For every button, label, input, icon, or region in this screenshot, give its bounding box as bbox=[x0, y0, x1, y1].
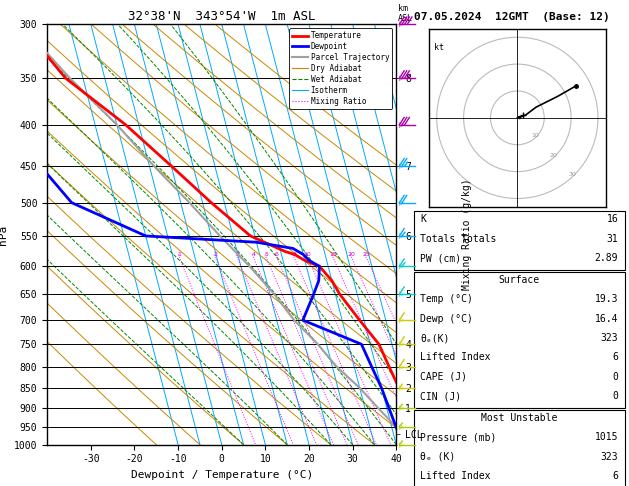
Text: 20: 20 bbox=[348, 253, 355, 258]
Text: 1: 1 bbox=[177, 253, 181, 258]
Text: ▷: ▷ bbox=[399, 75, 404, 81]
Bar bbox=[414, 211, 625, 270]
Text: ▷: ▷ bbox=[399, 263, 404, 269]
Text: 323: 323 bbox=[601, 451, 618, 462]
Text: 3: 3 bbox=[235, 253, 239, 258]
Text: 20: 20 bbox=[550, 153, 558, 157]
Text: Lifted Index: Lifted Index bbox=[420, 471, 491, 481]
Text: kt: kt bbox=[434, 43, 444, 52]
Text: 25: 25 bbox=[362, 253, 370, 258]
Text: ▷: ▷ bbox=[399, 341, 404, 347]
Text: PW (cm): PW (cm) bbox=[420, 253, 461, 263]
Text: ▷: ▷ bbox=[399, 424, 404, 430]
Text: ▷: ▷ bbox=[399, 405, 404, 411]
Bar bbox=[414, 272, 625, 408]
X-axis label: Dewpoint / Temperature (°C): Dewpoint / Temperature (°C) bbox=[131, 470, 313, 480]
Legend: Temperature, Dewpoint, Parcel Trajectory, Dry Adiabat, Wet Adiabat, Isotherm, Mi: Temperature, Dewpoint, Parcel Trajectory… bbox=[289, 28, 392, 109]
Text: Most Unstable: Most Unstable bbox=[481, 413, 557, 423]
Text: ▷: ▷ bbox=[399, 291, 404, 297]
Title: 32°38'N  343°54'W  1m ASL: 32°38'N 343°54'W 1m ASL bbox=[128, 10, 316, 23]
Text: 31: 31 bbox=[606, 234, 618, 244]
Text: 2: 2 bbox=[213, 253, 217, 258]
Text: θₑ(K): θₑ(K) bbox=[420, 333, 450, 343]
Text: 6: 6 bbox=[613, 352, 618, 363]
Text: ▷: ▷ bbox=[399, 200, 404, 206]
Text: Dewp (°C): Dewp (°C) bbox=[420, 313, 473, 324]
Text: 6: 6 bbox=[613, 471, 618, 481]
Text: Lifted Index: Lifted Index bbox=[420, 352, 491, 363]
Text: Temp (°C): Temp (°C) bbox=[420, 294, 473, 304]
Text: ▷: ▷ bbox=[399, 163, 404, 169]
Text: 2.89: 2.89 bbox=[595, 253, 618, 263]
Text: CIN (J): CIN (J) bbox=[420, 391, 461, 401]
Text: 10: 10 bbox=[304, 253, 311, 258]
Text: km
ASL: km ASL bbox=[398, 3, 413, 23]
Text: 19.3: 19.3 bbox=[595, 294, 618, 304]
Text: 6: 6 bbox=[275, 253, 279, 258]
Text: K: K bbox=[420, 214, 426, 225]
Bar bbox=[414, 410, 625, 486]
Text: ▷: ▷ bbox=[399, 317, 404, 323]
Text: Surface: Surface bbox=[499, 275, 540, 285]
Text: 0: 0 bbox=[613, 372, 618, 382]
Text: 30: 30 bbox=[568, 172, 576, 177]
Text: 10: 10 bbox=[532, 133, 540, 138]
Text: ▷: ▷ bbox=[399, 233, 404, 239]
Text: 16: 16 bbox=[606, 214, 618, 225]
Text: 323: 323 bbox=[601, 333, 618, 343]
Text: 5: 5 bbox=[264, 253, 268, 258]
Text: θₑ (K): θₑ (K) bbox=[420, 451, 455, 462]
Text: 16.4: 16.4 bbox=[595, 313, 618, 324]
Y-axis label: Mixing Ratio (g/kg): Mixing Ratio (g/kg) bbox=[462, 179, 472, 290]
Text: ▷: ▷ bbox=[399, 385, 404, 391]
Text: 4: 4 bbox=[252, 253, 255, 258]
Text: Totals Totals: Totals Totals bbox=[420, 234, 496, 244]
Text: 1015: 1015 bbox=[595, 432, 618, 442]
Text: CAPE (J): CAPE (J) bbox=[420, 372, 467, 382]
Text: 8: 8 bbox=[292, 253, 296, 258]
Text: ▷: ▷ bbox=[399, 364, 404, 370]
Text: 0: 0 bbox=[613, 391, 618, 401]
Text: ▷: ▷ bbox=[399, 122, 404, 128]
Text: ▷: ▷ bbox=[399, 442, 404, 448]
Text: Pressure (mb): Pressure (mb) bbox=[420, 432, 496, 442]
Text: ▷: ▷ bbox=[399, 21, 404, 27]
Y-axis label: hPa: hPa bbox=[0, 225, 8, 244]
Text: 15: 15 bbox=[329, 253, 337, 258]
Text: 07.05.2024  12GMT  (Base: 12): 07.05.2024 12GMT (Base: 12) bbox=[414, 12, 610, 22]
